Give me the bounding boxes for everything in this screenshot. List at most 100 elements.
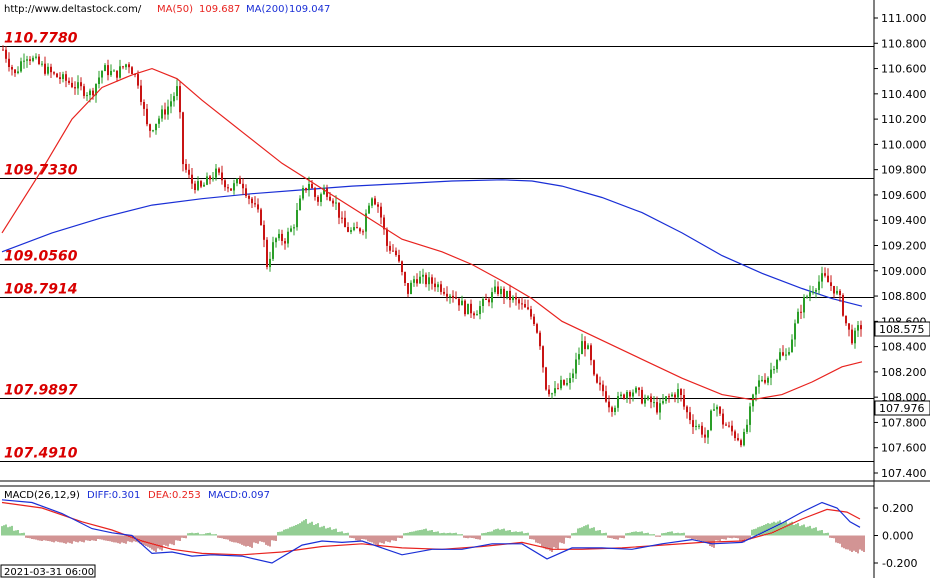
candle-body [182,112,184,165]
candle-body [494,286,496,292]
price-tick-label: 111.000 [881,12,927,25]
candle-body [155,123,157,131]
macd-axis: 0.200 0.000 -0.200 [874,502,917,570]
candle-body [392,250,394,252]
macd-diff-label: DIFF:0.301 [87,490,140,501]
candle-body [128,64,130,68]
candle-body [653,402,655,404]
candle-body [524,304,526,308]
candle-body [557,388,559,390]
candle-body [845,315,847,324]
candle-body [455,297,457,299]
candle-body [368,205,370,214]
candle-body [350,230,352,232]
candle-body [98,77,100,84]
candle-body [425,274,427,285]
candle-body [602,384,604,392]
macd-dea-line [1,501,861,556]
candle-body [593,360,595,375]
candle-body [854,330,856,344]
candle-body [227,187,229,189]
candle-body [242,183,244,189]
candle-body [86,95,88,97]
candle-body [797,311,799,324]
candle-body [269,258,271,268]
candle-body [485,299,487,300]
candle-body [116,70,118,78]
candle-body [23,60,25,62]
candle-body [734,431,736,439]
candle-body [779,352,781,360]
candle-body [245,188,247,196]
candle-body [590,345,592,361]
candle-body [503,288,505,297]
candle-body [623,394,625,399]
candle-body [815,289,817,292]
candle-body [380,206,382,218]
candle-body [749,406,751,425]
candle-body [518,299,520,304]
candle-body [119,66,121,78]
candle-body [512,296,514,301]
candle-body [668,396,670,398]
candle-body [29,59,31,61]
candle-body [413,279,415,283]
candle-body [476,314,478,316]
candle-body [140,85,142,102]
ma50-line [1,67,863,401]
candle-body [782,352,784,356]
candle-body [215,168,217,178]
candle-body [164,109,166,115]
candle-body [398,255,400,262]
candle-body [767,377,769,383]
candle-body [365,213,367,232]
candle-body [224,180,226,188]
candlesticks [2,45,862,448]
candle-body [101,71,103,78]
candle-body [635,387,637,393]
macd-lines [1,499,861,564]
candle-body [212,177,214,180]
candle-body [143,102,145,109]
candle-body [665,396,667,402]
candle-body [5,49,7,59]
candle-body [59,77,61,79]
candle-body [68,80,70,83]
candle-body [35,56,37,58]
candle-body [317,196,319,202]
candle-body [320,194,322,202]
support-resistance-levels [0,46,874,462]
candle-body [830,282,832,286]
candle-body [530,309,532,317]
candle-body [737,438,739,441]
candle-body [470,303,472,314]
candle-body [770,369,772,378]
candle-body [104,65,106,71]
candle-body [683,395,685,407]
candle-body [647,396,649,400]
candle-body [209,176,211,180]
candle-body [299,198,301,210]
candle-body [32,57,34,61]
candle-body [569,378,571,383]
candle-body [614,407,616,412]
candle-body [704,434,706,438]
candle-body [419,276,421,284]
candle-body [257,204,259,210]
candle-body [644,399,646,404]
candle-body [509,290,511,300]
candle-body [839,290,841,295]
level-label: 109.7330 [4,163,78,179]
candle-body [185,164,187,170]
candle-body [527,307,529,310]
candle-body [254,203,256,205]
candle-body [437,284,439,288]
price-tick-label: 109.800 [881,164,927,177]
candle-body [788,352,790,355]
candle-body [548,389,550,395]
candle-body [695,425,697,427]
candle-body [776,360,778,370]
candle-body [356,227,358,229]
candle-body [626,392,628,399]
candle-body [248,195,250,199]
